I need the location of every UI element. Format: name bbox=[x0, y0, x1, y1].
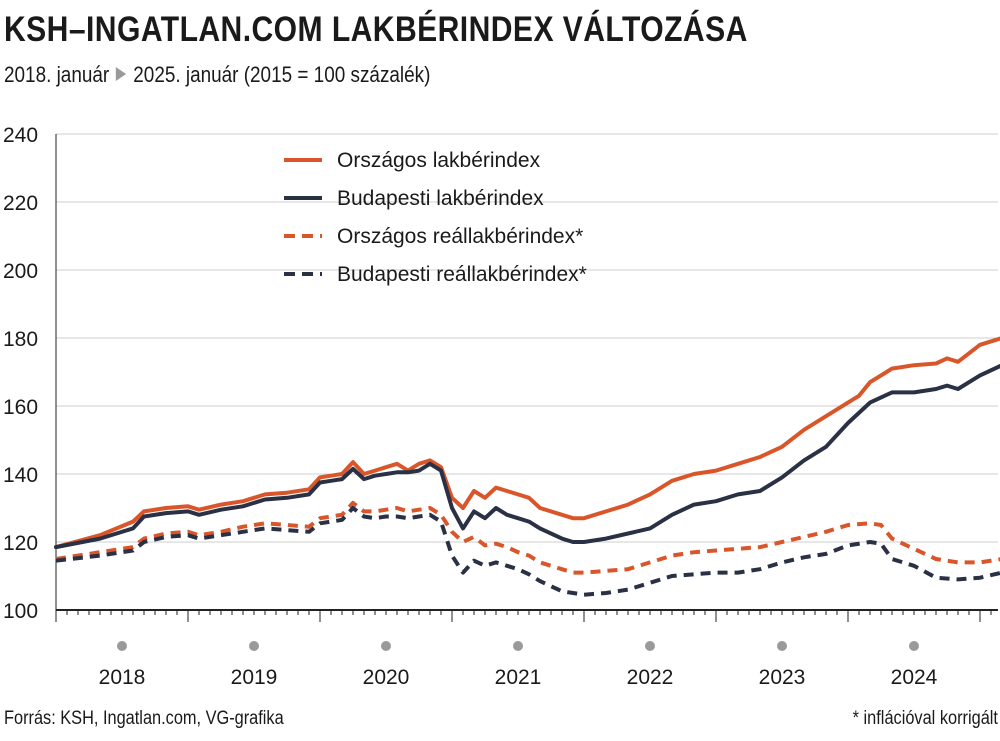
year-dot bbox=[645, 641, 655, 651]
x-tick-label: 2024 bbox=[891, 666, 938, 689]
y-tick-label: 120 bbox=[3, 532, 38, 555]
x-tick-label: 2023 bbox=[759, 666, 806, 689]
y-axis-ticks: 100 120 140 160 180 200 220 240 bbox=[3, 124, 38, 623]
series-line-3 bbox=[55, 500, 1000, 575]
y-tick-label: 200 bbox=[3, 260, 38, 283]
subtitle-end-date: 2025. január (2015 = 100 százalék) bbox=[133, 62, 431, 87]
x-tick-label: 2018 bbox=[99, 666, 146, 689]
y-tick-label: 240 bbox=[3, 124, 38, 147]
series-line-2 bbox=[54, 363, 1000, 550]
x-tick-label: 2019 bbox=[231, 666, 278, 689]
x-tick-label: 2022 bbox=[627, 666, 674, 689]
source-note: Forrás: KSH, Ingatlan.com, VG-grafika bbox=[4, 708, 284, 729]
x-tick-label: 2021 bbox=[495, 666, 542, 689]
y-tick-label: 160 bbox=[3, 396, 38, 419]
x-tick-label: 2020 bbox=[363, 666, 410, 689]
legend: Országos lakbérindex Budapesti lakbérinde… bbox=[284, 149, 587, 286]
y-tick-label: 220 bbox=[3, 192, 38, 215]
year-dot bbox=[117, 641, 127, 651]
x-axis: 2018 2019 2020 2021 2022 2023 2024 bbox=[55, 134, 998, 689]
legend-label-1: Országos lakbérindex bbox=[337, 149, 541, 172]
year-dot bbox=[777, 641, 787, 651]
year-dot bbox=[909, 641, 919, 651]
y-tick-label: 180 bbox=[3, 328, 38, 351]
year-dot bbox=[381, 641, 391, 651]
y-tick-label: 100 bbox=[3, 600, 38, 623]
chart-title: KSH–INGATLAN.COM LAKBÉRINDEX VÁLTOZÁSA bbox=[4, 10, 748, 49]
play-arrow-icon bbox=[116, 67, 127, 81]
series-line-1 bbox=[54, 336, 1000, 550]
legend-label-2: Budapesti lakbérindex bbox=[337, 187, 544, 210]
chart-subtitle: 2018. január 2025. január (2015 = 100 szá… bbox=[4, 62, 430, 88]
year-dot bbox=[249, 641, 259, 651]
footnote: * inflációval korrigált bbox=[852, 708, 998, 729]
y-tick-label: 140 bbox=[3, 464, 38, 487]
gridlines bbox=[56, 133, 998, 543]
year-dot bbox=[513, 641, 523, 651]
subtitle-start-date: 2018. január bbox=[4, 62, 110, 87]
legend-label-3: Országos reállakbérindex* bbox=[337, 225, 583, 248]
legend-label-4: Budapesti reállakbérindex* bbox=[337, 263, 587, 286]
data-series bbox=[54, 336, 1000, 597]
